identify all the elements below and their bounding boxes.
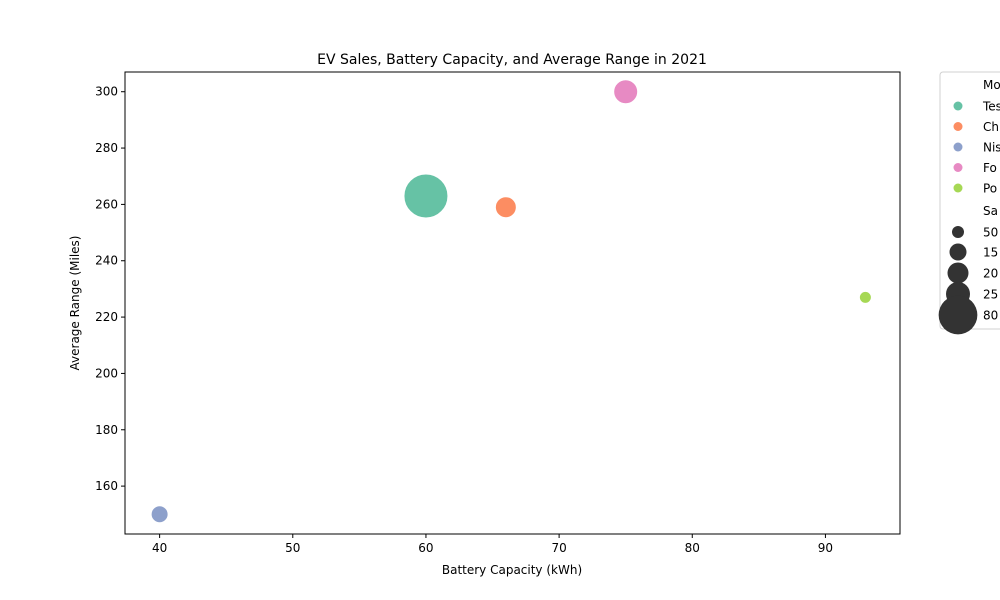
y-tick-label: 260 [95, 197, 118, 211]
legend-size-label: 80 [983, 309, 998, 323]
x-tick-label: 50 [285, 541, 300, 555]
legend-size-label: 25 [983, 288, 998, 302]
data-point-tesla [403, 173, 449, 219]
legend-hue-label: Fo [983, 161, 997, 175]
legend-size-title: Sa [983, 204, 998, 218]
legend-size-label: 20 [983, 267, 998, 281]
y-tick-label: 220 [95, 310, 118, 324]
data-point-nissan [150, 505, 169, 524]
y-tick-label: 300 [95, 85, 118, 99]
legend-size-marker [938, 295, 978, 335]
legend-hue-marker [953, 101, 963, 111]
legend-size-label: 50 [983, 226, 998, 240]
legend-size-marker [952, 226, 964, 238]
y-tick-label: 180 [95, 423, 118, 437]
x-tick-label: 80 [685, 541, 700, 555]
y-tick-label: 280 [95, 141, 118, 155]
plot-frame [124, 71, 901, 535]
legend-hue-marker [953, 122, 963, 131]
legend-hue-title: Mo [983, 78, 1000, 92]
legend-hue-label: Po [983, 182, 997, 196]
y-tick-label: 200 [95, 366, 118, 380]
y-axis-label: Average Range (Miles) [68, 236, 82, 371]
plot-points [150, 79, 872, 524]
chart-title: EV Sales, Battery Capacity, and Average … [317, 52, 707, 68]
x-tick-label: 90 [818, 541, 833, 555]
legend-items: Tes Ch Nis Fo Po 50 15 20 25 80 [938, 100, 1000, 335]
legend-size-label: 15 [983, 246, 998, 260]
legend-hue-marker [953, 142, 963, 152]
legend: Mo Sa Tes Ch Nis Fo Po 50 15 20 25 80 [938, 71, 1000, 335]
legend-hue-label: Nis [983, 141, 1000, 155]
legend-hue-label: Tes [982, 100, 1000, 114]
legend-hue-marker [953, 163, 963, 172]
x-axis-label: Battery Capacity (kWh) [442, 563, 582, 577]
legend-size-marker [947, 262, 969, 284]
x-tick-label: 70 [551, 541, 566, 555]
data-point-ford [613, 79, 639, 105]
y-tick-label: 160 [95, 479, 118, 493]
x-axis: 40 50 60 70 80 90 [152, 534, 833, 555]
legend-hue-marker [953, 183, 963, 193]
x-tick-label: 60 [418, 541, 433, 555]
data-point-porsche [858, 290, 872, 304]
legend-size-marker [949, 243, 967, 261]
data-point-chevrolet [494, 196, 517, 219]
y-axis: 160 180 200 220 240 260 280 300 [95, 85, 125, 493]
y-tick-label: 240 [95, 254, 118, 268]
x-tick-label: 40 [152, 541, 167, 555]
legend-hue-label: Ch [983, 120, 999, 134]
